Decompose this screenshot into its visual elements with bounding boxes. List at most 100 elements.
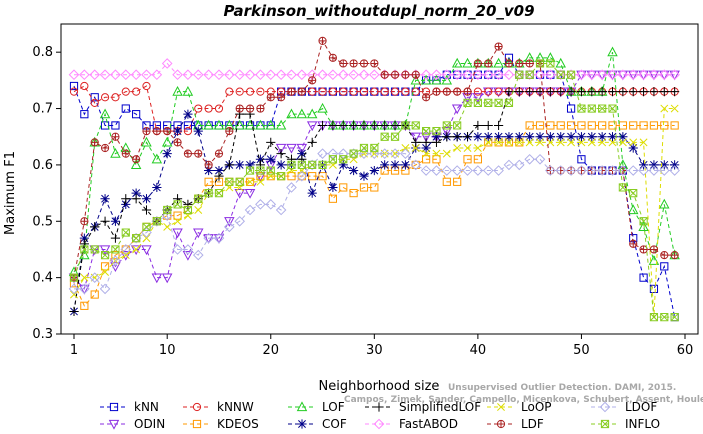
data-point (494, 138, 503, 147)
data-point (213, 69, 225, 81)
data-point (244, 188, 256, 199)
data-point (286, 182, 297, 193)
data-point (669, 165, 680, 176)
data-point (422, 149, 431, 158)
data-point (515, 59, 524, 68)
data-point (256, 104, 265, 113)
data-point (380, 70, 389, 79)
data-point (306, 108, 318, 119)
data-point (339, 183, 348, 192)
data-point (213, 232, 225, 244)
data-point (670, 87, 680, 97)
data-point (422, 126, 431, 136)
data-point (172, 85, 183, 96)
data-point (525, 121, 534, 130)
data-point (204, 160, 213, 169)
data-point (183, 149, 193, 158)
data-point (442, 87, 451, 96)
data-point (524, 69, 535, 81)
data-point (660, 121, 669, 130)
data-point (453, 70, 462, 79)
data-point (151, 273, 163, 284)
data-point (380, 87, 389, 96)
data-point (577, 121, 586, 130)
data-point (587, 132, 597, 142)
series-ldof (68, 148, 680, 295)
data-point (463, 87, 472, 96)
data-point (131, 188, 141, 198)
data-point (658, 69, 670, 81)
data-point (80, 245, 89, 254)
series-ldf (69, 36, 679, 282)
series-kdeos (69, 121, 679, 310)
data-point (297, 87, 306, 96)
x-tick-label: 50 (573, 343, 590, 358)
data-point (142, 234, 151, 243)
data-point (638, 221, 649, 232)
data-point (639, 245, 648, 254)
legend-item-fastabod: FastABOD (365, 417, 458, 431)
legend-item-inflo: INFLO (591, 417, 660, 431)
data-point (80, 273, 89, 282)
data-point (141, 245, 152, 256)
series-line-ldof (74, 153, 675, 290)
data-point (214, 165, 224, 176)
data-point (359, 120, 369, 131)
data-point (660, 251, 669, 260)
plot-frame (60, 23, 699, 335)
data-point (68, 283, 80, 295)
data-point (473, 120, 483, 131)
data-point (338, 120, 348, 131)
data-point (89, 69, 101, 81)
data-point (618, 87, 628, 97)
data-point (556, 138, 565, 147)
data-point (608, 104, 617, 113)
data-point (493, 132, 504, 142)
data-point (277, 172, 286, 181)
data-point (100, 93, 110, 102)
data-point (597, 132, 607, 142)
data-point (244, 119, 256, 130)
data-point (141, 227, 152, 238)
data-point (493, 57, 504, 68)
data-point (308, 76, 317, 85)
data-point (193, 126, 203, 136)
data-point (68, 69, 80, 81)
data-point (638, 160, 649, 170)
data-point (69, 87, 79, 96)
data-point (545, 87, 555, 97)
data-point (318, 160, 327, 170)
data-point (349, 59, 358, 68)
data-point (494, 87, 503, 96)
data-point (99, 69, 111, 81)
data-point (411, 70, 420, 79)
data-point (453, 87, 462, 96)
data-point (161, 136, 173, 147)
legend-swatch-marker (296, 401, 308, 412)
data-point (172, 69, 183, 81)
data-point (79, 233, 89, 243)
data-point (204, 188, 213, 198)
data-point (638, 87, 649, 97)
data-point (577, 138, 586, 147)
data-point (317, 69, 328, 81)
data-point (493, 165, 504, 176)
data-point (504, 132, 514, 142)
plot-area (60, 23, 699, 335)
data-point (587, 138, 596, 147)
data-point (411, 144, 420, 152)
data-point (163, 205, 172, 215)
data-point (358, 148, 370, 159)
legend-item-kdeos: KDEOS (183, 417, 259, 431)
data-point (318, 36, 327, 45)
data-point (607, 46, 618, 57)
data-point (287, 87, 296, 96)
data-point (141, 136, 152, 147)
data-point (669, 70, 680, 81)
data-point (597, 87, 607, 97)
data-point (369, 148, 380, 159)
data-point (255, 160, 266, 170)
data-point (596, 69, 608, 81)
data-point (660, 312, 669, 322)
data-point (473, 87, 482, 96)
